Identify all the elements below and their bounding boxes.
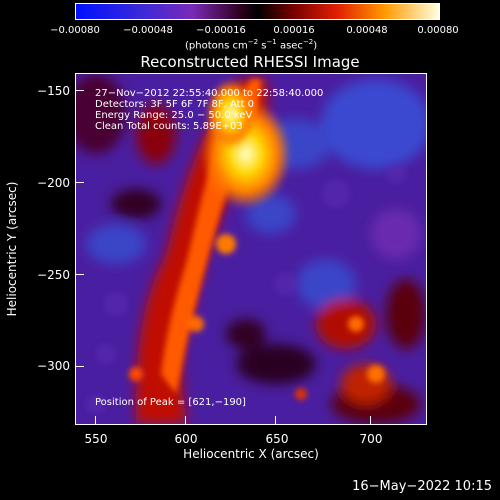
y-tick-label: −200	[37, 176, 70, 190]
info-detectors: Detectors: 3F 5F 6F 7F 8F, Att 0	[95, 99, 255, 110]
y-tick-label: −150	[37, 84, 70, 98]
colorbar-gradient	[76, 4, 439, 19]
info-time-range: 27−Nov−2012 22:55:40.000 to 22:58:40.000	[95, 88, 324, 99]
x-tick-label: 650	[265, 432, 289, 446]
colorbar-tick: −0.00016	[196, 25, 246, 36]
y-axis-label: Heliocentric Y (arcsec)	[5, 181, 19, 317]
units-exp: −1	[266, 38, 277, 46]
units-exp: −2	[247, 38, 259, 46]
colorbar-tick: 0.00080	[417, 25, 459, 36]
rhessi-heatmap	[76, 74, 426, 424]
units-exp: −2	[302, 38, 314, 46]
plot-title: Reconstructed RHESSI Image	[140, 53, 360, 71]
colorbar-tick: −0.00048	[123, 25, 173, 36]
info-energy-range: Energy Range: 25.0 − 50.0 keV	[95, 110, 253, 121]
colorbar-tick: 0.00048	[346, 25, 388, 36]
units-text: (photons cm	[185, 40, 248, 52]
rhessi-image	[75, 73, 427, 425]
units-text: )	[313, 40, 318, 52]
y-tick-label: −250	[37, 268, 70, 282]
info-method-counts: Clean Total counts: 5.89E+03	[95, 121, 243, 132]
colorbar-tick: −0.00080	[50, 25, 100, 36]
colorbar-ticks: −0.00080 −0.00048 −0.00016 0.00016 0.000…	[0, 0, 500, 40]
x-tick-label: 700	[359, 432, 383, 446]
x-tick-label: 550	[84, 432, 108, 446]
generation-timestamp: 16−May−2022 10:15	[352, 479, 492, 494]
colorbar	[75, 3, 440, 20]
y-tick-label: −300	[37, 359, 70, 373]
y-axis: −150 −200 −250 −300	[0, 0, 75, 500]
colorbar-tick: 0.00016	[273, 25, 315, 36]
info-peak-position: Position of Peak = [621,−190]	[95, 397, 246, 408]
x-axis-label: Heliocentric X (arcsec)	[183, 447, 319, 461]
colorbar-units: (photons cm−2 s−1 asec−2)	[185, 38, 317, 51]
x-tick-label: 600	[174, 432, 198, 446]
units-text: asec	[276, 40, 303, 52]
units-text: s	[258, 40, 267, 52]
